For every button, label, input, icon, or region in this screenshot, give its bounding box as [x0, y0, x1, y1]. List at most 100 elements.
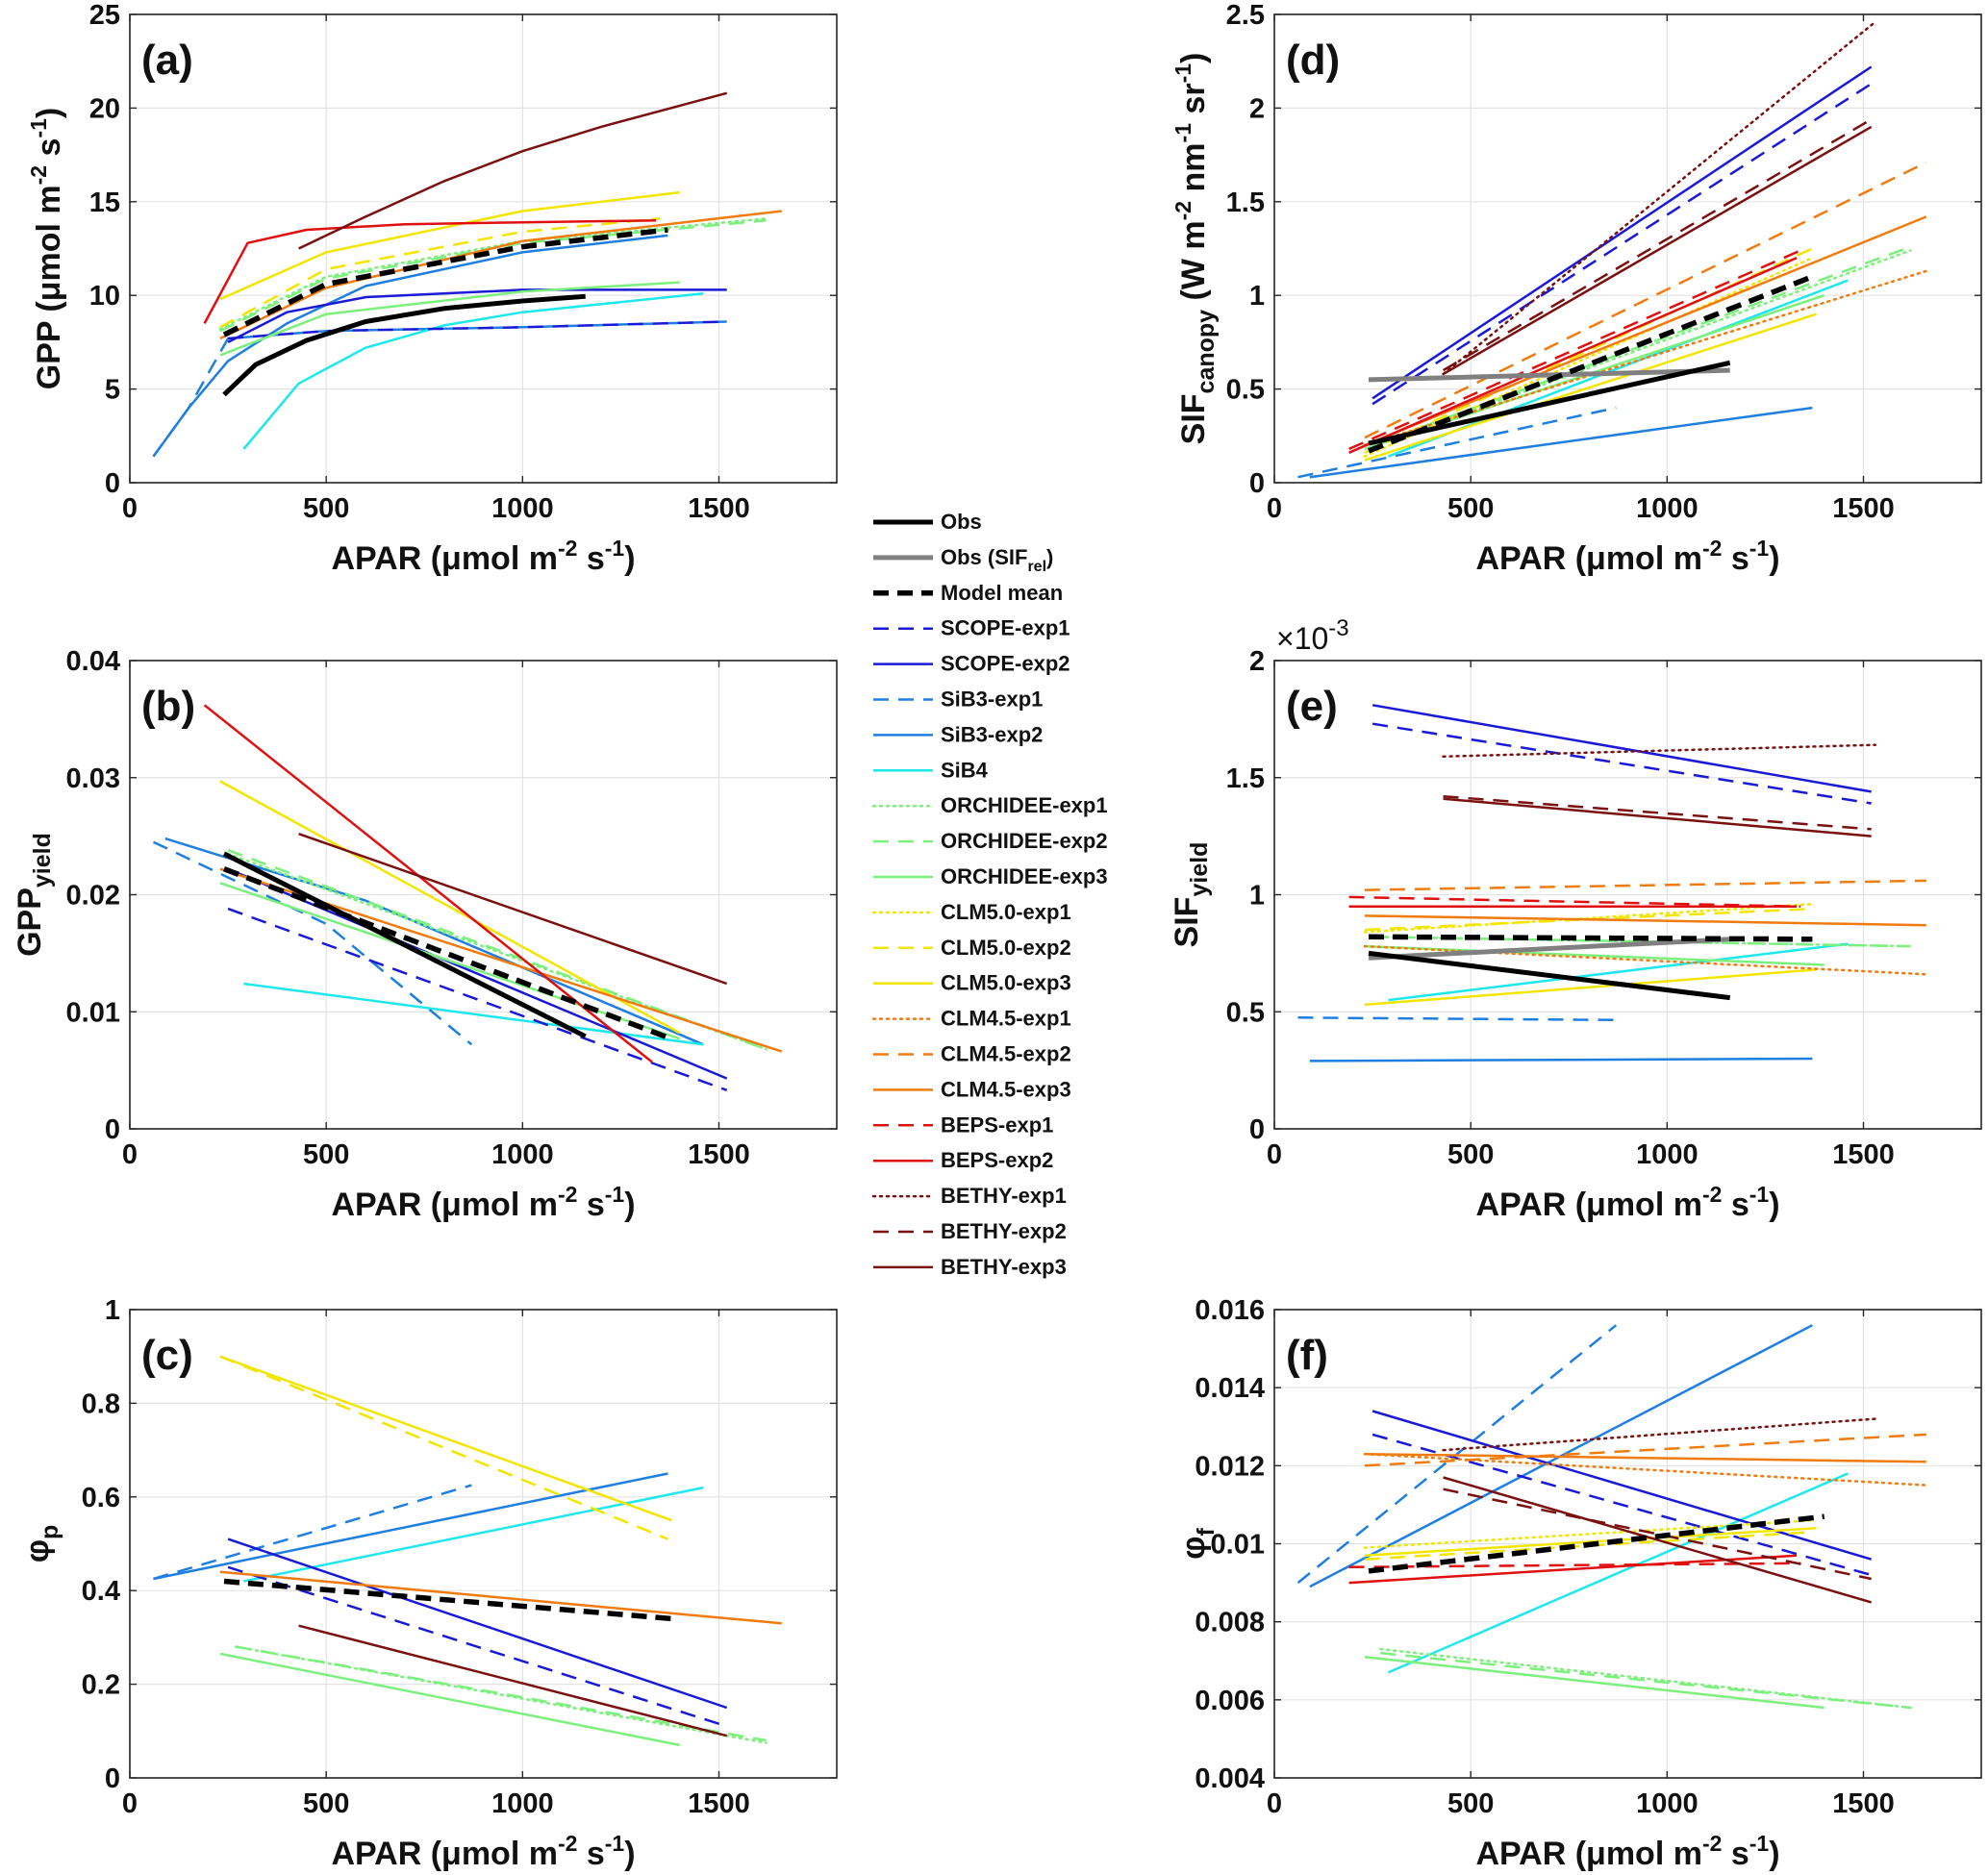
axes-frame [129, 13, 838, 484]
series-line-clm52: CLM5.0-exp2 [219, 1355, 668, 1540]
series-line-sib4: SiB4 [1388, 942, 1849, 1002]
panel-label: (b) [141, 683, 195, 730]
panel-f: SiB3-exp1SiB3-exp2SiB4SCOPE-exp1SCOPE-ex… [1175, 1295, 1982, 1872]
legend-label: Model mean [941, 581, 1063, 605]
x-tick-label: 1000 [491, 493, 554, 524]
series-line-clm41: CLM4.5-exp1 [1363, 1452, 1928, 1487]
series-line-bethy1: BETHY-exp1 [1442, 743, 1877, 759]
legend-item-sib31: SiB3-exp1 [873, 688, 1043, 712]
series-line-bethy3: BETHY-exp3 [1443, 1476, 1873, 1604]
y-tick-label: 0.04 [66, 646, 120, 677]
legend-item-clm52: CLM5.0-exp2 [873, 936, 1071, 960]
y-tick-label: 2 [1249, 646, 1265, 677]
legend-label: BETHY-exp3 [941, 1255, 1067, 1279]
series-line-clm53: CLM5.0-exp3 [219, 190, 680, 301]
series-group: SiB3-exp1SiB3-exp2SiB4SCOPE-exp1SCOPE-ex… [152, 91, 782, 458]
legend-label: CLM5.0-exp1 [941, 900, 1071, 924]
y-tick-label: 0.03 [66, 763, 120, 794]
series-line-bethy1: BETHY-exp1 [1442, 1417, 1877, 1452]
series-line-bethy2: BETHY-exp2 [1442, 118, 1873, 372]
series-line-scope2: SCOPE-exp2 [1371, 65, 1873, 400]
x-tick-label: 1500 [688, 1788, 750, 1819]
series-line-scope2: SCOPE-exp2 [227, 867, 728, 1080]
legend-item-orc2: ORCHIDEE-exp2 [873, 829, 1108, 853]
legend-item-clm41: CLM4.5-exp1 [871, 1007, 1071, 1031]
series-line-obs: Obs [1368, 360, 1731, 446]
legend-label: Obs (SIFrel) [941, 545, 1053, 575]
series-line-obsrel: Obs (SIFrel) [1368, 937, 1730, 961]
series-line-clm42: CLM4.5-exp2 [1364, 1433, 1926, 1467]
series-line-mean: Model mean [223, 866, 669, 1040]
x-tick-label: 1500 [1832, 1139, 1895, 1170]
series-line-sib31: SiB3-exp1 [1297, 1016, 1617, 1022]
x-axis-label: APAR (μmol m-2 s-1) [1475, 1831, 1779, 1872]
series-line-sib4: SiB4 [1387, 1472, 1849, 1674]
x-tick-label: 1500 [1832, 493, 1895, 524]
y-tick-label: 0.008 [1195, 1608, 1265, 1638]
y-axis-label: GPP (μmol m-2 s-1) [26, 108, 67, 389]
series-line-clm43: CLM4.5-exp3 [1364, 1452, 1926, 1463]
axis-multiplier: ×10-3 [1276, 615, 1349, 656]
x-tick-label: 1000 [491, 1788, 554, 1819]
series-line-orc2: ORCHIDEE-exp2 [1372, 936, 1911, 948]
legend-item-mean: Model mean [873, 581, 1063, 605]
y-tick-label: 0.2 [82, 1670, 120, 1701]
series-line-obs: Obs [222, 293, 586, 397]
plot-area [130, 1310, 837, 1778]
y-tick-label: 0.012 [1195, 1451, 1265, 1482]
y-tick-label: 0 [1249, 1114, 1265, 1145]
legend-label: BETHY-exp2 [941, 1219, 1067, 1243]
x-tick-label: 500 [1447, 493, 1494, 524]
series-line-obs: Obs [222, 851, 587, 1039]
series-line-bethy3: BETHY-exp3 [1442, 125, 1873, 376]
y-tick-label: 0.5 [1226, 375, 1265, 406]
y-tick-label: 2.5 [1226, 0, 1265, 31]
panel-label: (c) [141, 1332, 193, 1379]
series-line-scope1: SCOPE-exp1 [1371, 1433, 1873, 1577]
series-line-bethy2: BETHY-exp2 [1443, 1488, 1872, 1581]
series-line-sib31: SiB3-exp1 [152, 840, 473, 1046]
series-line-clm53: CLM5.0-exp3 [219, 780, 681, 1035]
x-tick-label: 1000 [491, 1139, 554, 1170]
legend-item-clm42: CLM4.5-exp2 [873, 1042, 1071, 1066]
panel-label: (a) [141, 37, 193, 84]
y-tick-label: 0.02 [66, 881, 120, 912]
legend-label: ORCHIDEE-exp1 [941, 793, 1108, 817]
series-line-orc1: ORCHIDEE-exp1 [1379, 1647, 1912, 1710]
y-tick-label: 0.014 [1195, 1373, 1265, 1404]
series-line-mean: Model mean [222, 227, 668, 338]
legend-item-bethy1: BETHY-exp1 [871, 1184, 1067, 1208]
y-tick-label: 0.016 [1195, 1295, 1265, 1326]
axes-frame [129, 1309, 838, 1779]
series-line-orc2: ORCHIDEE-exp2 [1380, 1651, 1911, 1710]
y-axis-label: φp [19, 1525, 63, 1563]
panel-e: SiB3-exp1 SiB3-exp2 SiB4 SCOPE-exp1SCOPE-ex… [1169, 615, 1982, 1223]
series-line-clm43: CLM4.5-exp3 [219, 1570, 782, 1625]
legend-label: CLM4.5-exp2 [941, 1042, 1071, 1066]
series-line-obs: Obs [1368, 950, 1731, 1001]
series-line-bethy1: BETHY-exp1 [1442, 20, 1877, 376]
series-line-clm52: CLM5.0-exp2 [219, 217, 661, 329]
x-axis-label: APAR (μmol m-2 s-1) [331, 536, 635, 577]
legend-label: BEPS-exp2 [941, 1148, 1053, 1172]
legend-item-scope2: SCOPE-exp2 [873, 652, 1070, 676]
series-line-sib32: SiB3-exp2 [152, 234, 668, 458]
series-line-beps2: BEPS-exp2 [203, 219, 657, 324]
series-line-scope1: SCOPE-exp1 [227, 1565, 728, 1728]
x-axis-label: APAR (μmol m-2 s-1) [1475, 1182, 1779, 1223]
legend-label: SiB3-exp1 [941, 688, 1043, 712]
series-line-sib31: SiB3-exp1 [153, 1484, 472, 1581]
legend-item-clm53: CLM5.0-exp3 [873, 971, 1071, 995]
legend-label: BEPS-exp1 [941, 1112, 1053, 1137]
series-line-mean: Model mean [223, 1578, 672, 1622]
legend-item-bethy2: BETHY-exp2 [873, 1219, 1067, 1243]
series-line-orc2: ORCHIDEE-exp2 [236, 1645, 767, 1742]
series-group: SiB3-exp1SiB3-exp2SiB4SCOPE-exp1SCOPE-ex… [153, 1355, 782, 1747]
y-tick-label: 0.6 [82, 1483, 120, 1513]
series-line-orc1: ORCHIDEE-exp1 [218, 217, 768, 331]
panel-label: (d) [1286, 37, 1340, 84]
series-line-clm43: CLM4.5-exp3 [1364, 215, 1927, 447]
series-line-clm53: CLM5.0-exp3 [1364, 312, 1817, 462]
series-line-bethy3: BETHY-exp3 [1443, 797, 1872, 838]
